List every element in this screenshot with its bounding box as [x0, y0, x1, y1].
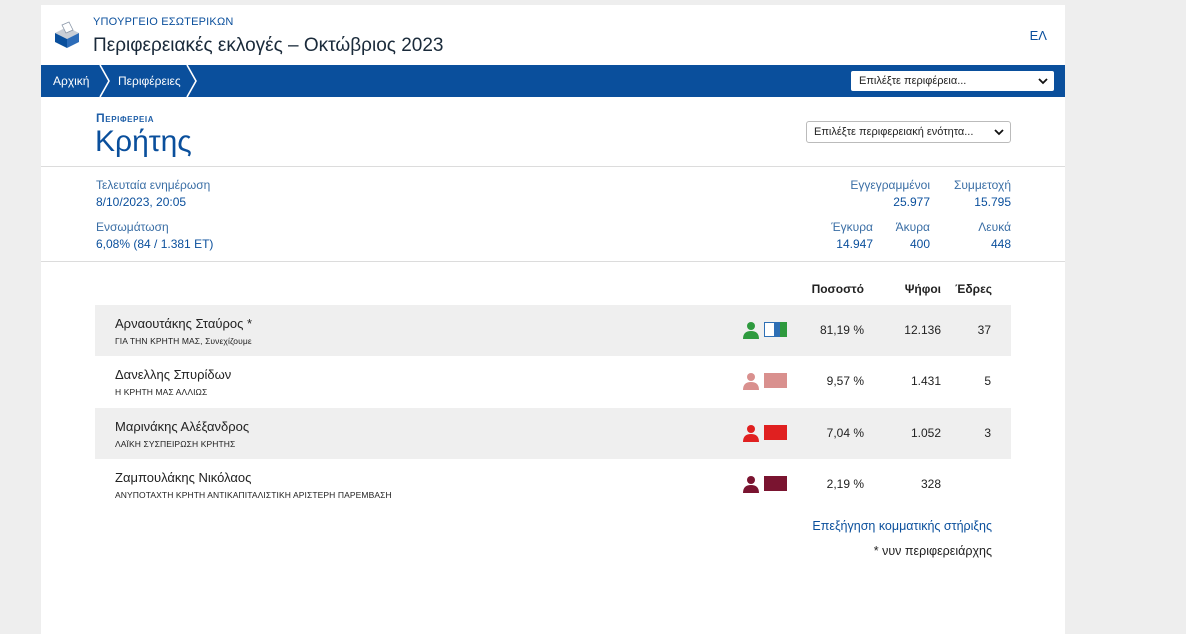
- header-votes: Ψήφοι: [904, 282, 941, 296]
- seats-value: 37: [977, 323, 991, 337]
- language-switch[interactable]: ΕΛ: [1029, 28, 1047, 43]
- seats-value: 3: [984, 426, 991, 440]
- regional-unit-select-value: Επιλέξτε περιφερειακή ενότητα...: [814, 126, 974, 138]
- breadcrumb-regions[interactable]: Περιφέρειες: [118, 74, 181, 88]
- candidate-name: Ζαμπουλάκης Νικόλαος: [115, 470, 252, 485]
- turnout-value: 15.795: [974, 195, 1011, 209]
- integration-label: Ενσωμάτωση: [96, 220, 169, 234]
- percent-value: 9,57 %: [826, 374, 864, 388]
- region-label: Περιφερεια: [96, 111, 155, 125]
- party-logo-icon: [764, 322, 787, 337]
- integration-value: 6,08% (84 / 1.381 ΕΤ): [96, 237, 214, 251]
- ballot-box-icon: [55, 21, 79, 48]
- seats-value: 5: [984, 374, 991, 388]
- party-logo-icon: [764, 373, 787, 388]
- chevron-down-icon: [994, 129, 1004, 136]
- region-select-value: Επιλέξτε περιφέρεια...: [859, 75, 967, 87]
- breadcrumb-home[interactable]: Αρχική: [53, 74, 90, 88]
- votes-value: 328: [920, 477, 941, 491]
- registered-value: 25.977: [893, 195, 930, 209]
- site-header: ΥΠΟΥΡΓΕΙΟ ΕΣΩΤΕΡΙΚΩΝ Περιφερειακές εκλογ…: [41, 5, 1065, 65]
- registered-label: Εγγεγραμμένοι: [850, 178, 930, 192]
- blank-label: Λευκά: [978, 220, 1011, 234]
- party-name: Η ΚΡΗΤΗ ΜΑΣ ΑΛΛΙΩΣ: [115, 387, 208, 397]
- page-title[interactable]: Περιφερειακές εκλογές – Οκτώβριος 2023: [93, 35, 444, 56]
- votes-value: 12.136: [904, 323, 941, 337]
- blank-value: 448: [990, 237, 1011, 251]
- person-icon: [743, 322, 759, 339]
- table-row[interactable]: Μαρινάκης Αλέξανδρος ΛΑΪΚΗ ΣΥΣΠΕΙΡΩΣΗ ΚΡ…: [95, 408, 1011, 459]
- votes-value: 1.431: [910, 374, 941, 388]
- percent-value: 81,19 %: [819, 323, 864, 337]
- chevron-down-icon: [1038, 78, 1048, 85]
- party-name: ΑΝΥΠΟΤΑΧΤΗ ΚΡΗΤΗ ΑΝΤΙΚΑΠΙΤΑΛΙΣΤΙΚΗ ΑΡΙΣΤ…: [115, 490, 392, 500]
- divider: [41, 261, 1065, 262]
- ministry-name: ΥΠΟΥΡΓΕΙΟ ΕΣΩΤΕΡΙΚΩΝ: [93, 16, 234, 28]
- percent-value: 2,19 %: [826, 477, 864, 491]
- last-update-value: 8/10/2023, 20:05: [96, 195, 187, 209]
- party-name: ΛΑΪΚΗ ΣΥΣΠΕΙΡΩΣΗ ΚΡΗΤΗΣ: [115, 439, 236, 449]
- valid-label: Έγκυρα: [831, 220, 873, 234]
- last-update-label: Τελευταία ενημέρωση: [96, 178, 211, 192]
- party-logo-icon: [764, 425, 787, 440]
- percent-value: 7,04 %: [826, 426, 864, 440]
- page-container: ΥΠΟΥΡΓΕΙΟ ΕΣΩΤΕΡΙΚΩΝ Περιφερειακές εκλογ…: [41, 5, 1065, 634]
- regional-unit-select[interactable]: Επιλέξτε περιφερειακή ενότητα...: [806, 121, 1011, 143]
- chevron-right-icon: [186, 65, 197, 97]
- header-seats: Έδρες: [955, 282, 992, 296]
- person-icon: [743, 373, 759, 390]
- person-icon: [743, 425, 759, 442]
- table-row[interactable]: Αρναουτάκης Σταύρος * ΓΙΑ ΤΗΝ ΚΡΗΤΗ ΜΑΣ,…: [95, 305, 1011, 356]
- table-row[interactable]: Δανελλης Σπυρίδων Η ΚΡΗΤΗ ΜΑΣ ΑΛΛΙΩΣ 9,5…: [95, 356, 1011, 407]
- candidate-name: Δανελλης Σπυρίδων: [115, 367, 232, 382]
- party-support-explanation-link[interactable]: Επεξήγηση κομματικής στήριξης: [812, 519, 992, 533]
- footnote: * νυν περιφερειάρχης: [873, 544, 992, 558]
- divider: [41, 166, 1065, 167]
- turnout-label: Συμμετοχή: [953, 178, 1011, 192]
- header-percent: Ποσοστό: [811, 282, 864, 296]
- party-logo-icon: [764, 476, 787, 491]
- invalid-label: Άκυρα: [895, 220, 930, 234]
- candidate-name: Αρναουτάκης Σταύρος *: [115, 316, 253, 331]
- chevron-right-icon: [99, 65, 110, 97]
- person-icon: [743, 476, 759, 493]
- table-row[interactable]: Ζαμπουλάκης Νικόλαος ΑΝΥΠΟΤΑΧΤΗ ΚΡΗΤΗ ΑΝ…: [95, 459, 1011, 510]
- region-select[interactable]: Επιλέξτε περιφέρεια...: [850, 70, 1055, 92]
- invalid-value: 400: [909, 237, 930, 251]
- region-name: Κρήτης: [95, 125, 192, 158]
- party-name: ΓΙΑ ΤΗΝ ΚΡΗΤΗ ΜΑΣ, Συνεχίζουμε: [115, 336, 252, 346]
- candidate-name: Μαρινάκης Αλέξανδρος: [115, 419, 250, 434]
- breadcrumb: Αρχική Περιφέρειες Επιλέξτε περιφέρεια..…: [41, 65, 1065, 97]
- valid-value: 14.947: [836, 237, 873, 251]
- votes-value: 1.052: [910, 426, 941, 440]
